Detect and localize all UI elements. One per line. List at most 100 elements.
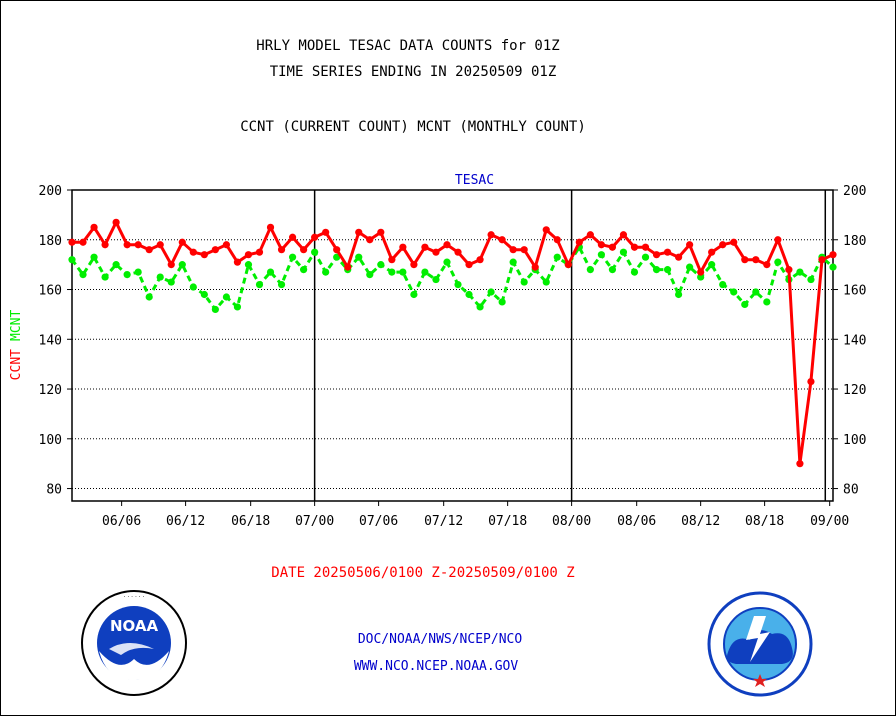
- data-point-mcnt: [322, 268, 330, 276]
- x-tick-label: 06/12: [166, 514, 205, 529]
- data-point-mcnt: [487, 288, 495, 296]
- y-tick-label-left: 180: [39, 234, 62, 249]
- y-tick-label-right: 180: [843, 234, 866, 249]
- noaa-wordmark: NOAA: [110, 617, 159, 635]
- data-point-ccnt: [432, 248, 440, 256]
- x-tick-label: 08/12: [681, 514, 720, 529]
- label-layer: 80 80 100 100 120 120 140 140 160 160 180 180 200 200…: [9, 173, 866, 529]
- data-point-mcnt: [719, 280, 727, 289]
- data-point-mcnt: [156, 273, 164, 281]
- x-tick-label: 07/06: [359, 514, 398, 529]
- noaa-logo: NOAA · · · · · ·: [81, 590, 187, 696]
- data-point-ccnt: [333, 246, 341, 254]
- series-line-ccnt: [72, 220, 834, 466]
- data-point-mcnt: [829, 263, 837, 271]
- data-point-ccnt: [674, 253, 683, 261]
- data-point-mcnt: [200, 290, 208, 299]
- data-point-mcnt: [79, 270, 87, 279]
- y-tick-label-left: 200: [39, 184, 62, 199]
- data-point-ccnt: [443, 241, 451, 249]
- data-point-ccnt: [255, 248, 264, 256]
- data-point-mcnt: [498, 298, 506, 306]
- data-point-mcnt: [90, 253, 98, 261]
- plot-border: [71, 189, 834, 502]
- data-point-mcnt: [333, 253, 341, 261]
- data-point-mcnt: [443, 258, 451, 266]
- data-point-ccnt: [630, 243, 639, 251]
- data-point-ccnt: [90, 223, 98, 231]
- x-tick-label: 08/00: [552, 514, 591, 529]
- y-tick-label-right: 120: [843, 383, 866, 398]
- y-label-ccnt: CCNT: [9, 349, 24, 380]
- data-point-mcnt: [355, 253, 363, 261]
- data-point-mcnt: [123, 270, 131, 279]
- data-point-ccnt: [829, 251, 837, 259]
- data-point-ccnt: [619, 231, 628, 239]
- data-point-ccnt: [222, 241, 231, 249]
- data-point-ccnt: [233, 258, 242, 266]
- y-tick-label-left: 80: [46, 483, 62, 498]
- grid-layer: [72, 239, 833, 490]
- data-point-mcnt: [421, 268, 429, 276]
- data-point-ccnt: [388, 256, 396, 264]
- data-point-ccnt: [564, 261, 572, 269]
- data-point-mcnt: [465, 290, 473, 299]
- data-point-ccnt: [244, 251, 253, 259]
- data-point-ccnt: [597, 241, 605, 249]
- data-point-ccnt: [807, 377, 815, 386]
- data-point-ccnt: [785, 266, 793, 274]
- y-tick-label-right: 100: [843, 433, 866, 448]
- data-point-mcnt: [476, 303, 484, 311]
- data-point-mcnt: [608, 266, 617, 274]
- data-point-ccnt: [719, 241, 727, 249]
- data-point-mcnt: [222, 293, 231, 301]
- series-layer: [68, 218, 837, 468]
- data-point-ccnt: [311, 233, 319, 241]
- data-point-ccnt: [322, 228, 330, 236]
- data-point-mcnt: [68, 256, 76, 264]
- data-point-ccnt: [641, 243, 650, 251]
- data-point-mcnt: [619, 248, 628, 256]
- data-point-mcnt: [663, 266, 672, 274]
- x-tick-label: 08/18: [745, 514, 784, 529]
- x-tick-label: 06/06: [102, 514, 141, 529]
- data-point-ccnt: [366, 236, 374, 244]
- data-point-mcnt: [763, 298, 771, 306]
- data-point-ccnt: [487, 231, 495, 239]
- data-point-mcnt: [377, 261, 385, 269]
- data-point-mcnt: [233, 303, 242, 311]
- data-point-ccnt: [741, 256, 749, 264]
- y-tick-label-left: 100: [39, 433, 62, 448]
- data-point-ccnt: [608, 243, 617, 251]
- data-point-ccnt: [531, 263, 539, 271]
- x-tick-label: 08/06: [617, 514, 656, 529]
- data-point-ccnt: [134, 241, 142, 249]
- data-point-ccnt: [586, 231, 594, 239]
- data-point-ccnt: [476, 256, 484, 264]
- data-point-ccnt: [796, 460, 804, 468]
- data-point-ccnt: [300, 246, 308, 254]
- date-range-label: DATE 20250506/0100 Z-20250509/0100 Z: [271, 565, 575, 581]
- data-point-mcnt: [300, 266, 308, 274]
- data-point-ccnt: [763, 261, 771, 269]
- x-tick-label: 07/18: [488, 514, 527, 529]
- data-point-mcnt: [630, 268, 639, 276]
- y-tick-label-left: 120: [39, 383, 62, 398]
- data-point-ccnt: [465, 261, 473, 269]
- data-point-ccnt: [79, 238, 87, 246]
- data-point-mcnt: [774, 258, 782, 266]
- website-link[interactable]: WWW.NCO.NCEP.NOAA.GOV: [353, 659, 519, 674]
- data-point-mcnt: [366, 270, 374, 279]
- data-point-ccnt: [697, 268, 705, 276]
- org-path-link[interactable]: DOC/NOAA/NWS/NCEP/NCO: [357, 632, 523, 647]
- data-point-mcnt: [553, 253, 561, 261]
- data-point-ccnt: [277, 246, 286, 254]
- data-point-mcnt: [509, 258, 517, 266]
- data-point-ccnt: [730, 238, 738, 246]
- data-point-mcnt: [641, 253, 650, 261]
- y-label-mcnt: MCNT: [9, 310, 24, 341]
- axis-layer: [67, 189, 838, 506]
- data-point-mcnt: [432, 275, 440, 284]
- data-point-mcnt: [112, 261, 120, 269]
